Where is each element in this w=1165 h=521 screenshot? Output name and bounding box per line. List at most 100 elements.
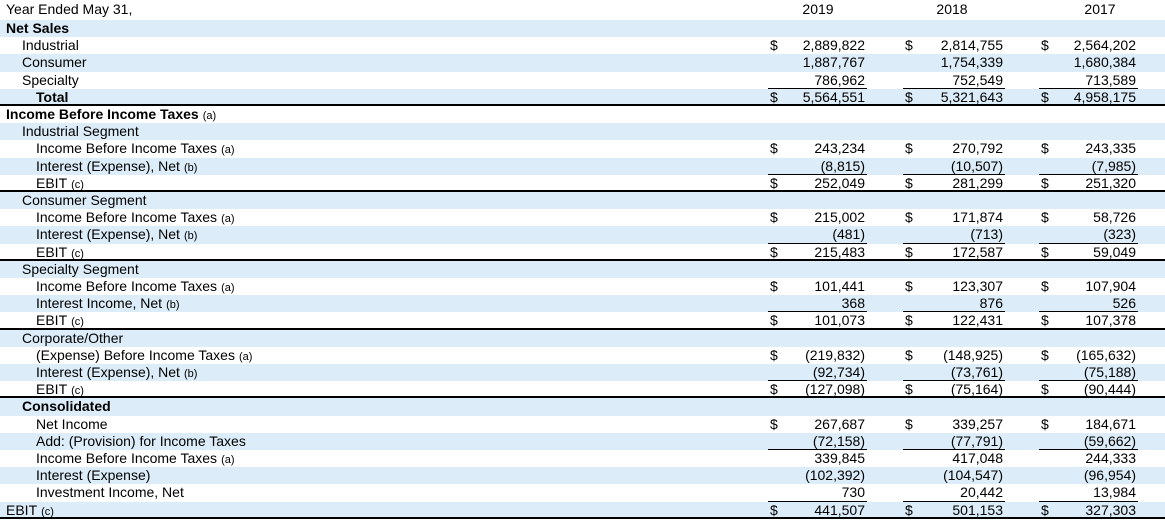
table-row: Interest Income, Net (b) 368 876 526 (0, 295, 1165, 313)
currency-sign: $ (905, 174, 913, 191)
amount: 243,234 (814, 140, 865, 157)
amount: 59,049 (1093, 243, 1136, 260)
currency-sign: $ (1041, 312, 1049, 329)
currency-sign: $ (770, 209, 778, 226)
amount: 730 (841, 484, 865, 501)
label-text: Consolidated (22, 398, 111, 415)
table-row: Consumer 1,887,767 1,754,339 1,680,384 (0, 54, 1165, 72)
row-label: Interest (Expense), Net (b) (36, 226, 197, 245)
currency-sign: $ (770, 174, 778, 191)
currency-sign: $ (770, 140, 778, 157)
underline (768, 87, 867, 89)
row-label: Consolidated (22, 398, 111, 415)
amount: 251,320 (1085, 174, 1136, 191)
currency-sign: $ (905, 88, 913, 105)
currency-sign: $ (1041, 140, 1049, 157)
label-text: Consumer (22, 54, 87, 71)
amount: 252,049 (814, 174, 865, 191)
amount: 20,442 (960, 484, 1003, 501)
amount: 244,333 (1085, 450, 1136, 466)
amount: 122,431 (952, 312, 1003, 329)
amount: (165,632) (1076, 346, 1136, 363)
footnote-marker: (a) (221, 282, 235, 294)
label-text: EBIT (36, 312, 68, 329)
table-row: EBIT (c) $215,483 $172,587 $59,049 (0, 244, 1165, 261)
currency-sign: $ (905, 501, 913, 518)
currency-sign: $ (905, 278, 913, 294)
row-label: EBIT (c) (36, 175, 84, 194)
label-text: EBIT (36, 174, 68, 191)
amount: (59,662) (1083, 432, 1136, 449)
label-text: EBIT (36, 381, 68, 398)
amount: (104,547) (943, 467, 1003, 484)
row-label: Interest (Expense) (36, 467, 150, 484)
amount: 215,002 (814, 209, 865, 226)
header-row: Year Ended May 31, 2019 2018 2017 (0, 0, 1165, 20)
currency-sign: $ (905, 312, 913, 329)
currency-sign: $ (770, 37, 778, 54)
table-row: EBIT (c) $252,049 $281,299 $251,320 (0, 175, 1165, 192)
underline (1039, 242, 1138, 244)
label-text: Interest Income, Net (36, 295, 163, 312)
table-row: Industrial Segment (0, 123, 1165, 141)
underline (768, 500, 867, 502)
underline (903, 311, 1005, 313)
row-label: Net Income (36, 416, 108, 433)
amount: 172,587 (952, 243, 1003, 260)
currency-sign: $ (905, 346, 913, 363)
amount: (219,832) (805, 346, 865, 363)
underline (1039, 448, 1138, 450)
currency-sign: $ (1041, 37, 1049, 54)
table-row: Consumer Segment (0, 192, 1165, 210)
label-text: Income Before Income Taxes (36, 450, 218, 466)
underline (903, 242, 1005, 244)
underline (903, 448, 1005, 450)
amount: (8,815) (820, 157, 865, 174)
table-row: EBIT (c) $ (127,098) $ (75,164) $ (90,444) (0, 381, 1165, 399)
currency-sign: $ (1041, 278, 1049, 294)
table-row: Specialty Segment (0, 260, 1165, 278)
table-row: (Expense) Before Income Taxes (a) $ (219,83… (0, 347, 1165, 364)
row-label: Income Before Income Taxes (a) (6, 106, 216, 125)
table-row: EBIT (c) $101,073 $122,431 $107,378 (0, 312, 1165, 330)
currency-sign: $ (770, 88, 778, 105)
row-label: Add: (Provision) for Income Taxes (36, 433, 246, 450)
label-text: Net Sales (6, 20, 70, 36)
currency-sign: $ (905, 415, 913, 432)
currency-sign: $ (770, 243, 778, 260)
table-row: Interest (Expense), Net (b) (481) (713) (323… (0, 226, 1165, 245)
currency-sign: $ (1041, 501, 1049, 518)
table-row: Interest (Expense) (102,392) (104,547) (96,… (0, 467, 1165, 485)
label-text: Total (36, 88, 69, 105)
row-label: EBIT (c) (6, 502, 54, 521)
footnote-marker: (a) (238, 350, 253, 363)
amount: (148,925) (943, 346, 1003, 363)
table-row: Income Before Income Taxes (a) (0, 106, 1165, 123)
footnote-marker: (a) (202, 110, 217, 122)
currency-sign: $ (1041, 209, 1049, 226)
footnote-marker: (a) (221, 144, 235, 157)
currency-sign: $ (770, 346, 778, 363)
label-text: Industrial Segment (22, 123, 139, 140)
table-row: Corporate/Other (0, 329, 1165, 347)
row-label: Income Before Income Taxes (a) (36, 209, 235, 228)
amount: (102,392) (805, 467, 865, 484)
amount: 526 (1112, 295, 1136, 312)
amount: 876 (979, 295, 1003, 312)
footnote-marker: (c) (41, 505, 54, 518)
amount: 441,507 (814, 501, 865, 518)
amount: (96,954) (1083, 467, 1136, 484)
amount: 2,814,755 (940, 37, 1003, 54)
amount: 101,441 (814, 278, 865, 294)
currency-sign: $ (770, 381, 778, 398)
currency-sign: $ (1041, 346, 1049, 363)
label-text: Income Before Income Taxes (36, 278, 218, 294)
table-row: Income Before Income Taxes (a) $243,234 $27… (0, 140, 1165, 157)
amount: (77,791) (950, 432, 1003, 449)
label-text: Income Before Income Taxes (6, 106, 199, 122)
label-text: Interest (Expense), Net (36, 364, 180, 380)
row-label: Consumer Segment (22, 192, 147, 209)
currency-sign: $ (1041, 381, 1049, 398)
amount: 107,904 (1085, 278, 1136, 294)
currency-sign: $ (1041, 243, 1049, 260)
